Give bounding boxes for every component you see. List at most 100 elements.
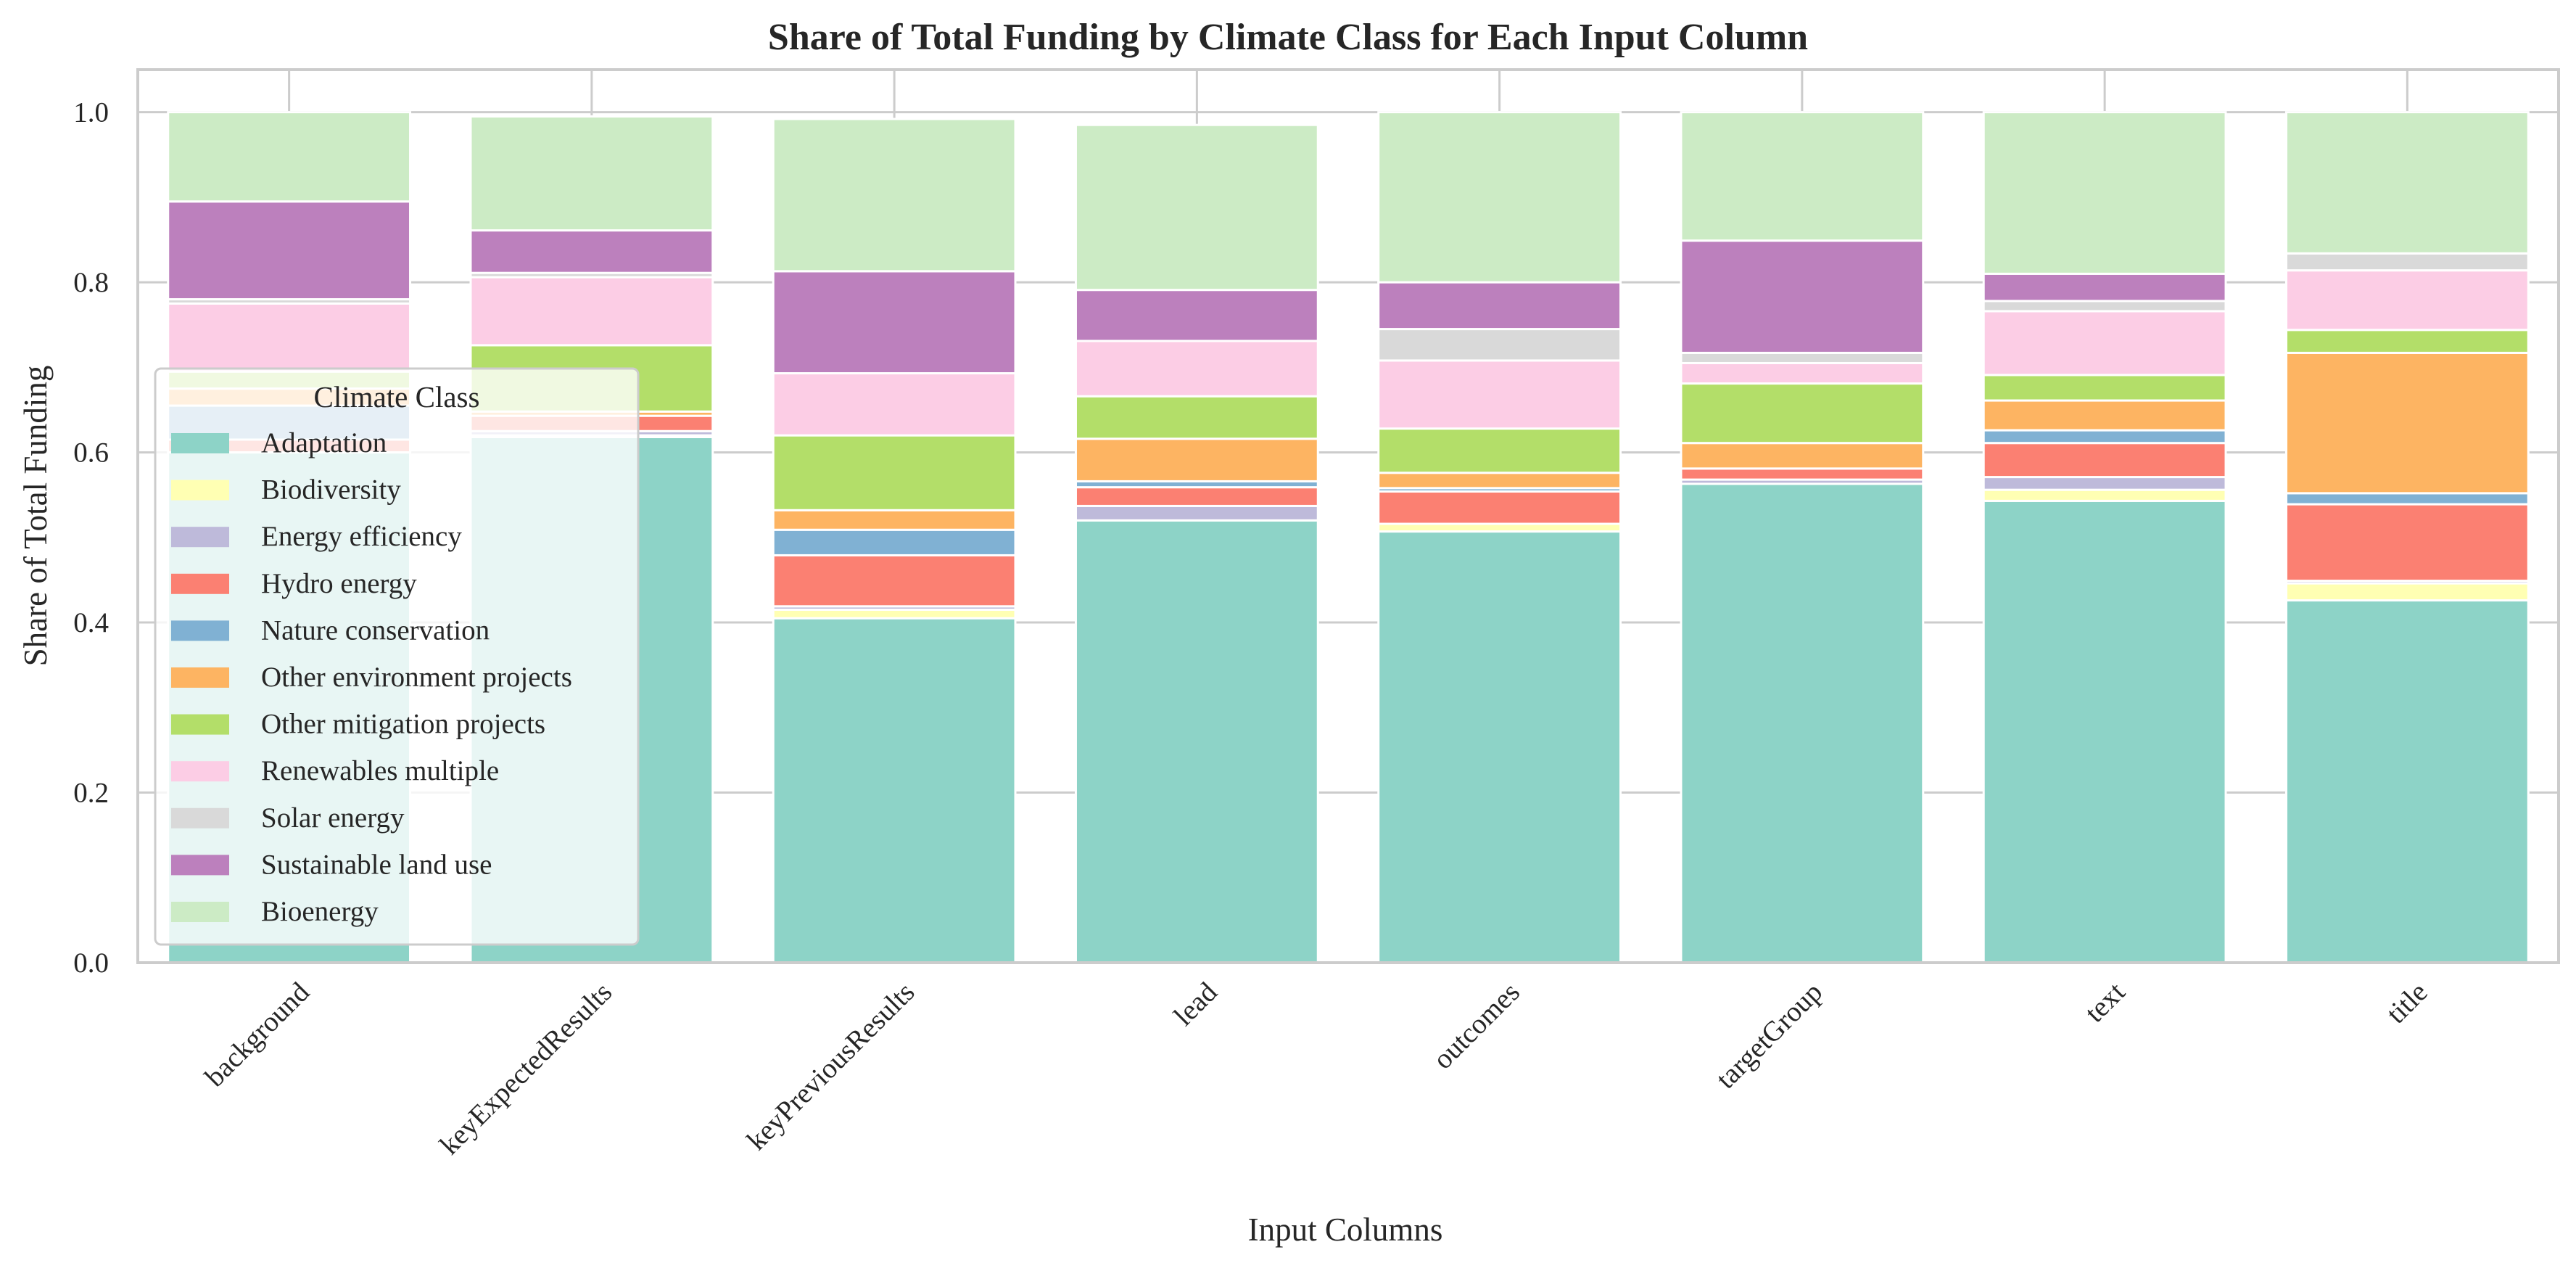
bar-segment-renewables-multiple: [1680, 361, 1925, 385]
bar-segment-adaptation: [2284, 599, 2530, 964]
plot-frame: [136, 68, 2560, 964]
bar-stack-keypreviousresults: [772, 118, 1017, 964]
bar-segment-other-environment-projects: [1982, 399, 2227, 432]
bar-segment-biodiversity: [1377, 522, 1622, 533]
legend-swatch-other-mitigation-projects: [171, 714, 229, 735]
bar-segment-bioenergy: [469, 115, 714, 232]
bar-segment-bioenergy: [1074, 123, 1319, 292]
bar-segment-energy-efficiency: [1982, 476, 2227, 491]
bar-segment-other-environment-projects: [2284, 351, 2530, 495]
bar-segment-adaptation: [1982, 499, 2227, 964]
bar-segment-hydro-energy: [772, 554, 1017, 608]
bar-segment-nature-conservation: [2284, 492, 2530, 506]
bar-segment-sustainable-land-use: [1074, 289, 1319, 342]
bar-segment-sustainable-land-use: [167, 200, 412, 301]
bar-segment-sustainable-land-use: [1377, 281, 1622, 331]
bar-segment-bioenergy: [772, 118, 1017, 273]
bar-segment-biodiversity: [2284, 582, 2530, 602]
bar-segment-hydro-energy: [2284, 503, 2530, 583]
bar-segment-nature-conservation: [1982, 429, 2227, 445]
bar-segment-other-mitigation-projects: [772, 434, 1017, 511]
legend: Climate Class Adaptation Biodiversity Energ…: [154, 367, 640, 946]
y-axis-title: Share of Total Funding: [17, 366, 54, 667]
y-tick-label: 1.0: [73, 97, 109, 128]
bar-stack-targetgroup: [1680, 111, 1925, 964]
bar-segment-bioenergy: [2284, 111, 2530, 255]
bar-segment-renewables-multiple: [1377, 359, 1622, 430]
bar-segment-sustainable-land-use: [1982, 272, 2227, 303]
bar-segment-other-mitigation-projects: [1982, 374, 2227, 402]
legend-label-nature-conservation: Nature conservation: [261, 614, 490, 646]
legend-swatch-hydro-energy: [171, 573, 229, 594]
legend-title: Climate Class: [314, 380, 480, 414]
bar-segment-other-mitigation-projects: [1377, 427, 1622, 474]
bar-segment-solar-energy: [1680, 351, 1925, 364]
legend-label-renewables-multiple: Renewables multiple: [261, 755, 499, 786]
bar-segment-solar-energy: [1377, 328, 1622, 362]
bar-segment-sustainable-land-use: [1680, 239, 1925, 354]
chart-title: Share of Total Funding by Climate Class …: [768, 17, 1808, 58]
legend-swatch-bioenergy: [171, 902, 229, 922]
bar-segment-renewables-multiple: [772, 372, 1017, 437]
bar-segment-solar-energy: [2284, 252, 2530, 272]
bar-stack-title: [2284, 111, 2530, 964]
legend-box: [154, 367, 640, 946]
legend-label-other-mitigation-projects: Other mitigation projects: [261, 709, 545, 740]
bar-segment-biodiversity: [1982, 488, 2227, 502]
legend-label-adaptation: Adaptation: [261, 427, 387, 458]
bar-segment-renewables-multiple: [167, 302, 412, 373]
legend-swatch-nature-conservation: [171, 620, 229, 641]
y-tick-label: 0.2: [73, 778, 109, 809]
bar-segment-hydro-energy: [1074, 486, 1319, 507]
legend-label-bioenergy: Bioenergy: [261, 896, 379, 927]
bar-segment-bioenergy: [1982, 111, 2227, 275]
bar-segment-other-environment-projects: [772, 509, 1017, 531]
bar-segment-adaptation: [1074, 519, 1319, 964]
bar-segment-adaptation: [1377, 530, 1622, 964]
bar-segment-nature-conservation: [772, 528, 1017, 556]
legend-swatch-solar-energy: [171, 807, 229, 828]
bar-segment-other-mitigation-projects: [2284, 329, 2530, 354]
bar-segment-other-mitigation-projects: [1074, 395, 1319, 440]
bar-segment-other-mitigation-projects: [1680, 382, 1925, 445]
bar-segment-sustainable-land-use: [772, 270, 1017, 375]
bar-segment-energy-efficiency: [1074, 504, 1319, 522]
y-tick-label: 0.6: [73, 437, 109, 469]
bar-segment-renewables-multiple: [1074, 340, 1319, 398]
bar-segment-bioenergy: [167, 111, 412, 203]
legend-label-energy-efficiency: Energy efficiency: [261, 521, 462, 552]
legend-label-solar-energy: Solar energy: [261, 802, 405, 834]
legend-label-hydro-energy: Hydro energy: [261, 568, 417, 599]
y-tick-label: 0.8: [73, 267, 109, 298]
bar-segment-biodiversity: [772, 608, 1017, 620]
bar-segment-adaptation: [772, 617, 1017, 964]
y-tick-label: 0.4: [73, 607, 109, 638]
bar-stack-outcomes: [1377, 111, 1622, 964]
bar-stack-text: [1982, 111, 2227, 964]
bar-segment-bioenergy: [1680, 111, 1925, 242]
bar-segment-hydro-energy: [1377, 490, 1622, 525]
bar-segment-solar-energy: [1982, 300, 2227, 313]
x-axis-title: Input Columns: [1248, 1212, 1443, 1248]
bars: [167, 111, 2530, 964]
legend-swatch-sustainable-land-use: [171, 855, 229, 876]
legend-label-sustainable-land-use: Sustainable land use: [261, 849, 492, 880]
legend-label-biodiversity: Biodiversity: [261, 474, 401, 506]
bar-segment-adaptation: [1680, 482, 1925, 964]
bar-segment-hydro-energy: [1680, 467, 1925, 481]
bar-segment-sustainable-land-use: [469, 229, 714, 274]
legend-label-other-environment-projects: Other environment projects: [261, 662, 572, 693]
bar-stack-lead: [1074, 123, 1319, 964]
bar-segment-other-environment-projects: [1377, 472, 1622, 490]
legend-swatch-other-environment-projects: [171, 667, 229, 688]
bar-segment-bioenergy: [1377, 111, 1622, 284]
legend-swatch-adaptation: [171, 433, 229, 453]
legend-swatch-renewables-multiple: [171, 761, 229, 782]
bar-segment-renewables-multiple: [1982, 310, 2227, 377]
legend-swatch-biodiversity: [171, 480, 229, 501]
bar-segment-renewables-multiple: [2284, 269, 2530, 332]
bar-segment-other-environment-projects: [1074, 437, 1319, 482]
bar-segment-renewables-multiple: [469, 276, 714, 347]
y-tick-label: 0.0: [73, 947, 109, 979]
